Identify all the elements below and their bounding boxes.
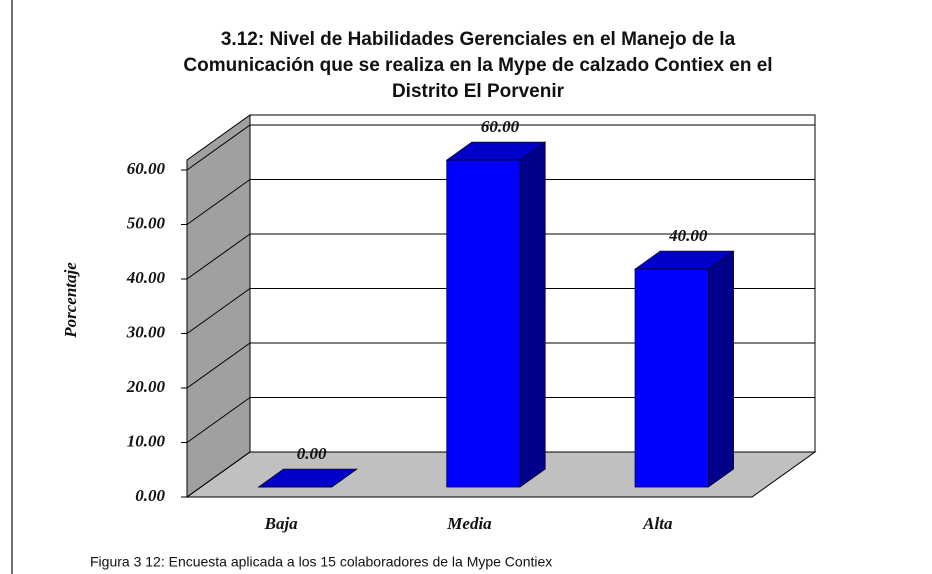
grid-line bbox=[186, 124, 251, 171]
value-label: 60.00 bbox=[481, 117, 520, 136]
side-wall bbox=[186, 114, 251, 498]
y-axis-label: Porcentaje bbox=[61, 262, 80, 339]
y-tick-label: 50.00 bbox=[127, 213, 166, 232]
bar-front bbox=[446, 159, 521, 488]
x-tick-label: Baja bbox=[264, 514, 299, 533]
x-tick-label: Alta bbox=[642, 514, 673, 533]
value-label: 40.00 bbox=[668, 226, 708, 245]
grid-line bbox=[186, 397, 251, 443]
y-tick-label: 10.00 bbox=[127, 431, 166, 450]
chart-title: Comunicación que se realiza en la Mype d… bbox=[183, 55, 772, 76]
y-tick-label: 20.00 bbox=[126, 377, 166, 396]
grid-line bbox=[186, 342, 251, 389]
bar-side bbox=[708, 250, 734, 488]
bar bbox=[634, 250, 735, 488]
y-tick-label: 30.00 bbox=[126, 322, 166, 341]
bar bbox=[257, 468, 358, 488]
x-tick-label: Media bbox=[446, 514, 492, 533]
grid-line bbox=[186, 233, 251, 280]
grid-line bbox=[186, 288, 251, 334]
bar-front bbox=[634, 268, 709, 488]
y-tick-label: 60.00 bbox=[127, 159, 166, 178]
chart-title: 3.12: Nivel de Habilidades Gerenciales e… bbox=[221, 29, 736, 50]
value-label: 0.00 bbox=[297, 444, 327, 463]
grid-line bbox=[186, 451, 251, 498]
y-tick-label: 40.00 bbox=[126, 268, 166, 287]
chart-title: Distrito El Porvenir bbox=[392, 81, 565, 102]
bar bbox=[445, 141, 547, 488]
grid-line bbox=[186, 179, 251, 225]
bar-side bbox=[519, 141, 546, 488]
caption: Figura 3 12: Encuesta aplicada a los 15 … bbox=[90, 554, 552, 570]
y-tick-label: 0.00 bbox=[135, 486, 165, 505]
